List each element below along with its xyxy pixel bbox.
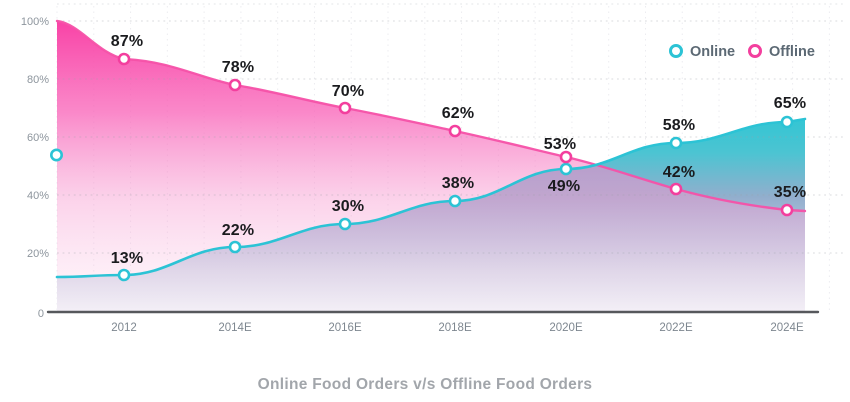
x-tick: 2022E bbox=[659, 322, 693, 334]
offline-label: 53% bbox=[544, 136, 577, 153]
online-point-marker bbox=[448, 194, 462, 208]
online-point-marker bbox=[669, 136, 683, 150]
y-tick: 0 bbox=[38, 308, 44, 320]
offline-point-markers bbox=[117, 52, 794, 217]
x-tick: 2024E bbox=[770, 322, 804, 334]
x-axis-ticks: 2012 2014E 2016E 2018E 2020E 2022E 2024E bbox=[111, 322, 804, 334]
offline-point-marker bbox=[338, 101, 352, 115]
offline-area bbox=[57, 21, 805, 311]
offline-point-marker bbox=[448, 124, 462, 138]
offline-point-marker bbox=[559, 150, 573, 164]
online-label: 49% bbox=[548, 178, 581, 195]
x-tick: 2016E bbox=[328, 322, 362, 334]
offline-point-labels: 87% 78% 70% 62% 53% 42% 35% bbox=[111, 33, 807, 201]
y-tick: 60% bbox=[27, 132, 49, 144]
legend-offline-label: Offline bbox=[769, 44, 815, 60]
offline-label: 62% bbox=[442, 105, 475, 122]
y-tick: 20% bbox=[27, 248, 49, 260]
x-tick: 2014E bbox=[218, 322, 252, 334]
x-tick: 2020E bbox=[549, 322, 583, 334]
y-axis-ticks: 100% 80% 60% 40% 20% 0 bbox=[21, 16, 49, 320]
legend-online-label: Online bbox=[690, 44, 735, 60]
online-edge-marker bbox=[49, 148, 63, 162]
offline-legend-ring-icon bbox=[748, 44, 762, 58]
offline-point-marker bbox=[117, 52, 131, 66]
online-point-markers bbox=[49, 115, 794, 282]
online-point-marker bbox=[559, 162, 573, 176]
online-label: 22% bbox=[222, 222, 255, 239]
online-label: 65% bbox=[774, 95, 807, 112]
legend-item-online[interactable]: Online bbox=[669, 44, 736, 60]
online-legend-ring-icon bbox=[669, 44, 683, 58]
legend-item-offline[interactable]: Offline bbox=[748, 44, 815, 60]
y-tick: 80% bbox=[27, 74, 49, 86]
online-label: 13% bbox=[111, 250, 144, 267]
y-tick: 100% bbox=[21, 16, 49, 28]
offline-label: 42% bbox=[663, 164, 696, 181]
offline-point-marker bbox=[669, 182, 683, 196]
online-point-labels: 13% 22% 30% 38% 49% 58% 65% bbox=[111, 95, 807, 267]
online-point-marker bbox=[117, 268, 131, 282]
x-tick: 2012 bbox=[111, 322, 137, 334]
offline-label: 35% bbox=[774, 184, 807, 201]
offline-point-marker bbox=[780, 203, 794, 217]
offline-point-marker bbox=[228, 78, 242, 92]
online-point-marker bbox=[338, 217, 352, 231]
online-label: 58% bbox=[663, 117, 696, 134]
offline-label: 87% bbox=[111, 33, 144, 50]
chart-title: Online Food Orders v/s Offline Food Orde… bbox=[257, 376, 593, 393]
offline-label: 78% bbox=[222, 59, 255, 76]
online-label: 30% bbox=[332, 198, 365, 215]
online-point-marker bbox=[780, 115, 794, 129]
online-label: 38% bbox=[442, 175, 475, 192]
legend: Online Offline bbox=[669, 44, 815, 60]
online-point-marker bbox=[228, 240, 242, 254]
y-tick: 40% bbox=[27, 190, 49, 202]
offline-label: 70% bbox=[332, 83, 365, 100]
x-tick: 2018E bbox=[438, 322, 472, 334]
